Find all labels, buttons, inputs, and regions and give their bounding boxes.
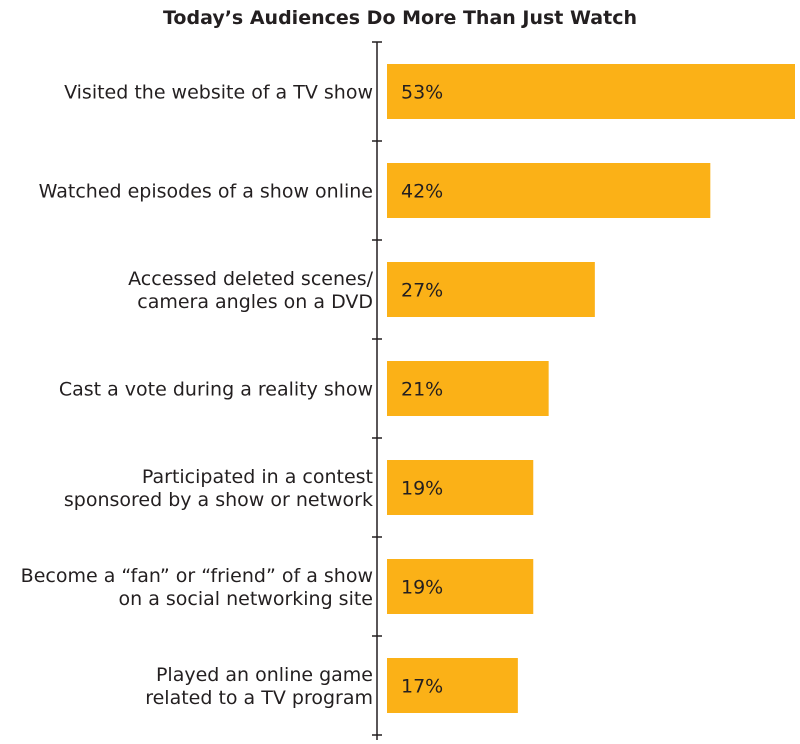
bar bbox=[387, 361, 549, 416]
category-labels-group: Visited the website of a TV show Watched … bbox=[21, 82, 374, 710]
category-label: sponsored by a show or network bbox=[64, 489, 373, 511]
bar bbox=[387, 658, 518, 713]
value-labels-group: 53% 42% 27% 21% 19% 19% 17% bbox=[401, 82, 443, 698]
value-label: 21% bbox=[401, 379, 443, 401]
bar bbox=[387, 64, 795, 119]
bar bbox=[387, 262, 595, 317]
value-label: 27% bbox=[401, 280, 443, 302]
chart-title: Today’s Audiences Do More Than Just Watc… bbox=[163, 7, 637, 29]
bar bbox=[387, 559, 534, 614]
category-label: Visited the website of a TV show bbox=[64, 82, 373, 104]
axis-ticks bbox=[372, 41, 382, 736]
category-label: related to a TV program bbox=[145, 687, 373, 709]
category-label: Watched episodes of a show online bbox=[39, 181, 373, 203]
value-label: 19% bbox=[401, 577, 443, 599]
bar bbox=[387, 460, 534, 515]
bar bbox=[387, 163, 711, 218]
value-label: 17% bbox=[401, 676, 443, 698]
category-label: Played an online game bbox=[156, 664, 373, 686]
category-label: camera angles on a DVD bbox=[137, 291, 373, 313]
category-label: on a social networking site bbox=[119, 588, 374, 610]
value-label: 42% bbox=[401, 181, 443, 203]
bars-group bbox=[387, 64, 795, 713]
category-label: Become a “fan” or “friend” of a show bbox=[21, 565, 373, 587]
category-label: Cast a vote during a reality show bbox=[59, 379, 373, 401]
value-label: 19% bbox=[401, 478, 443, 500]
category-label: Participated in a contest bbox=[142, 466, 373, 488]
category-label: Accessed deleted scenes/ bbox=[128, 268, 373, 290]
value-label: 53% bbox=[401, 82, 443, 104]
